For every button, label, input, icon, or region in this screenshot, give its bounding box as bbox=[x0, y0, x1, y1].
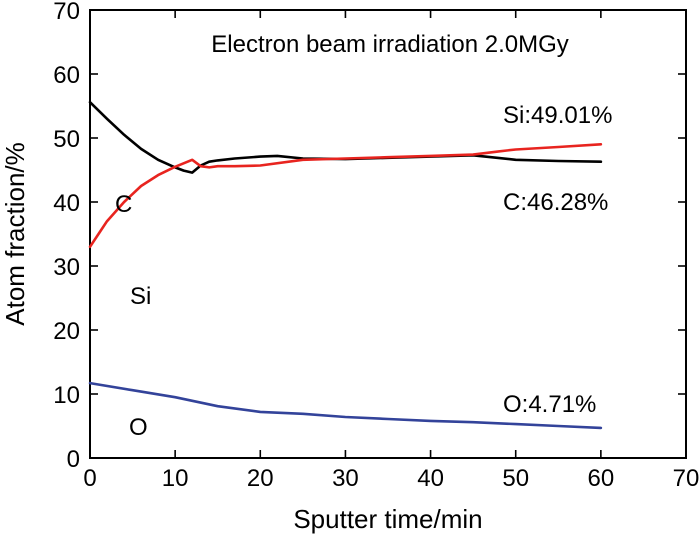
x-tick-label: 40 bbox=[417, 465, 444, 492]
y-tick-label: 40 bbox=[53, 190, 80, 217]
c-series-label: C bbox=[115, 191, 132, 218]
y-tick-label: 20 bbox=[53, 318, 80, 345]
c-end-label: C:46.28% bbox=[503, 189, 608, 216]
axis-ticks bbox=[89, 9, 687, 459]
x-tick-label: 10 bbox=[162, 465, 189, 492]
x-tick-label: 0 bbox=[83, 465, 96, 492]
y-tick-label: 0 bbox=[67, 446, 80, 473]
o-end-label: O:4.71% bbox=[503, 391, 596, 418]
o-series-label: O bbox=[129, 414, 148, 441]
plot-frame bbox=[89, 9, 687, 459]
x-axis-title: Sputter time/min bbox=[293, 504, 482, 534]
y-tick-label: 30 bbox=[53, 254, 80, 281]
y-tick-label: 70 bbox=[53, 0, 80, 25]
y-tick-label: 10 bbox=[53, 382, 80, 409]
chart-title: Electron beam irradiation 2.0MGy bbox=[211, 31, 569, 58]
si-end-label: Si:49.01% bbox=[503, 102, 612, 129]
x-tick-label: 20 bbox=[247, 465, 274, 492]
x-tick-label: 30 bbox=[332, 465, 359, 492]
series-lines bbox=[88, 100, 603, 430]
series-line-o bbox=[88, 381, 603, 430]
tick-labels: 0 10 20 30 40 50 60 70 0 10 20 30 40 50 60 70 bbox=[53, 0, 699, 492]
y-tick-label: 60 bbox=[53, 62, 80, 89]
x-tick-label: 50 bbox=[502, 465, 529, 492]
x-tick-label: 60 bbox=[588, 465, 615, 492]
x-tick-label: 70 bbox=[673, 465, 700, 492]
si-series-label: Si bbox=[130, 283, 151, 310]
y-axis-title: Atom fraction/% bbox=[0, 142, 30, 326]
y-tick-label: 50 bbox=[53, 126, 80, 153]
series-line-si bbox=[88, 143, 603, 249]
